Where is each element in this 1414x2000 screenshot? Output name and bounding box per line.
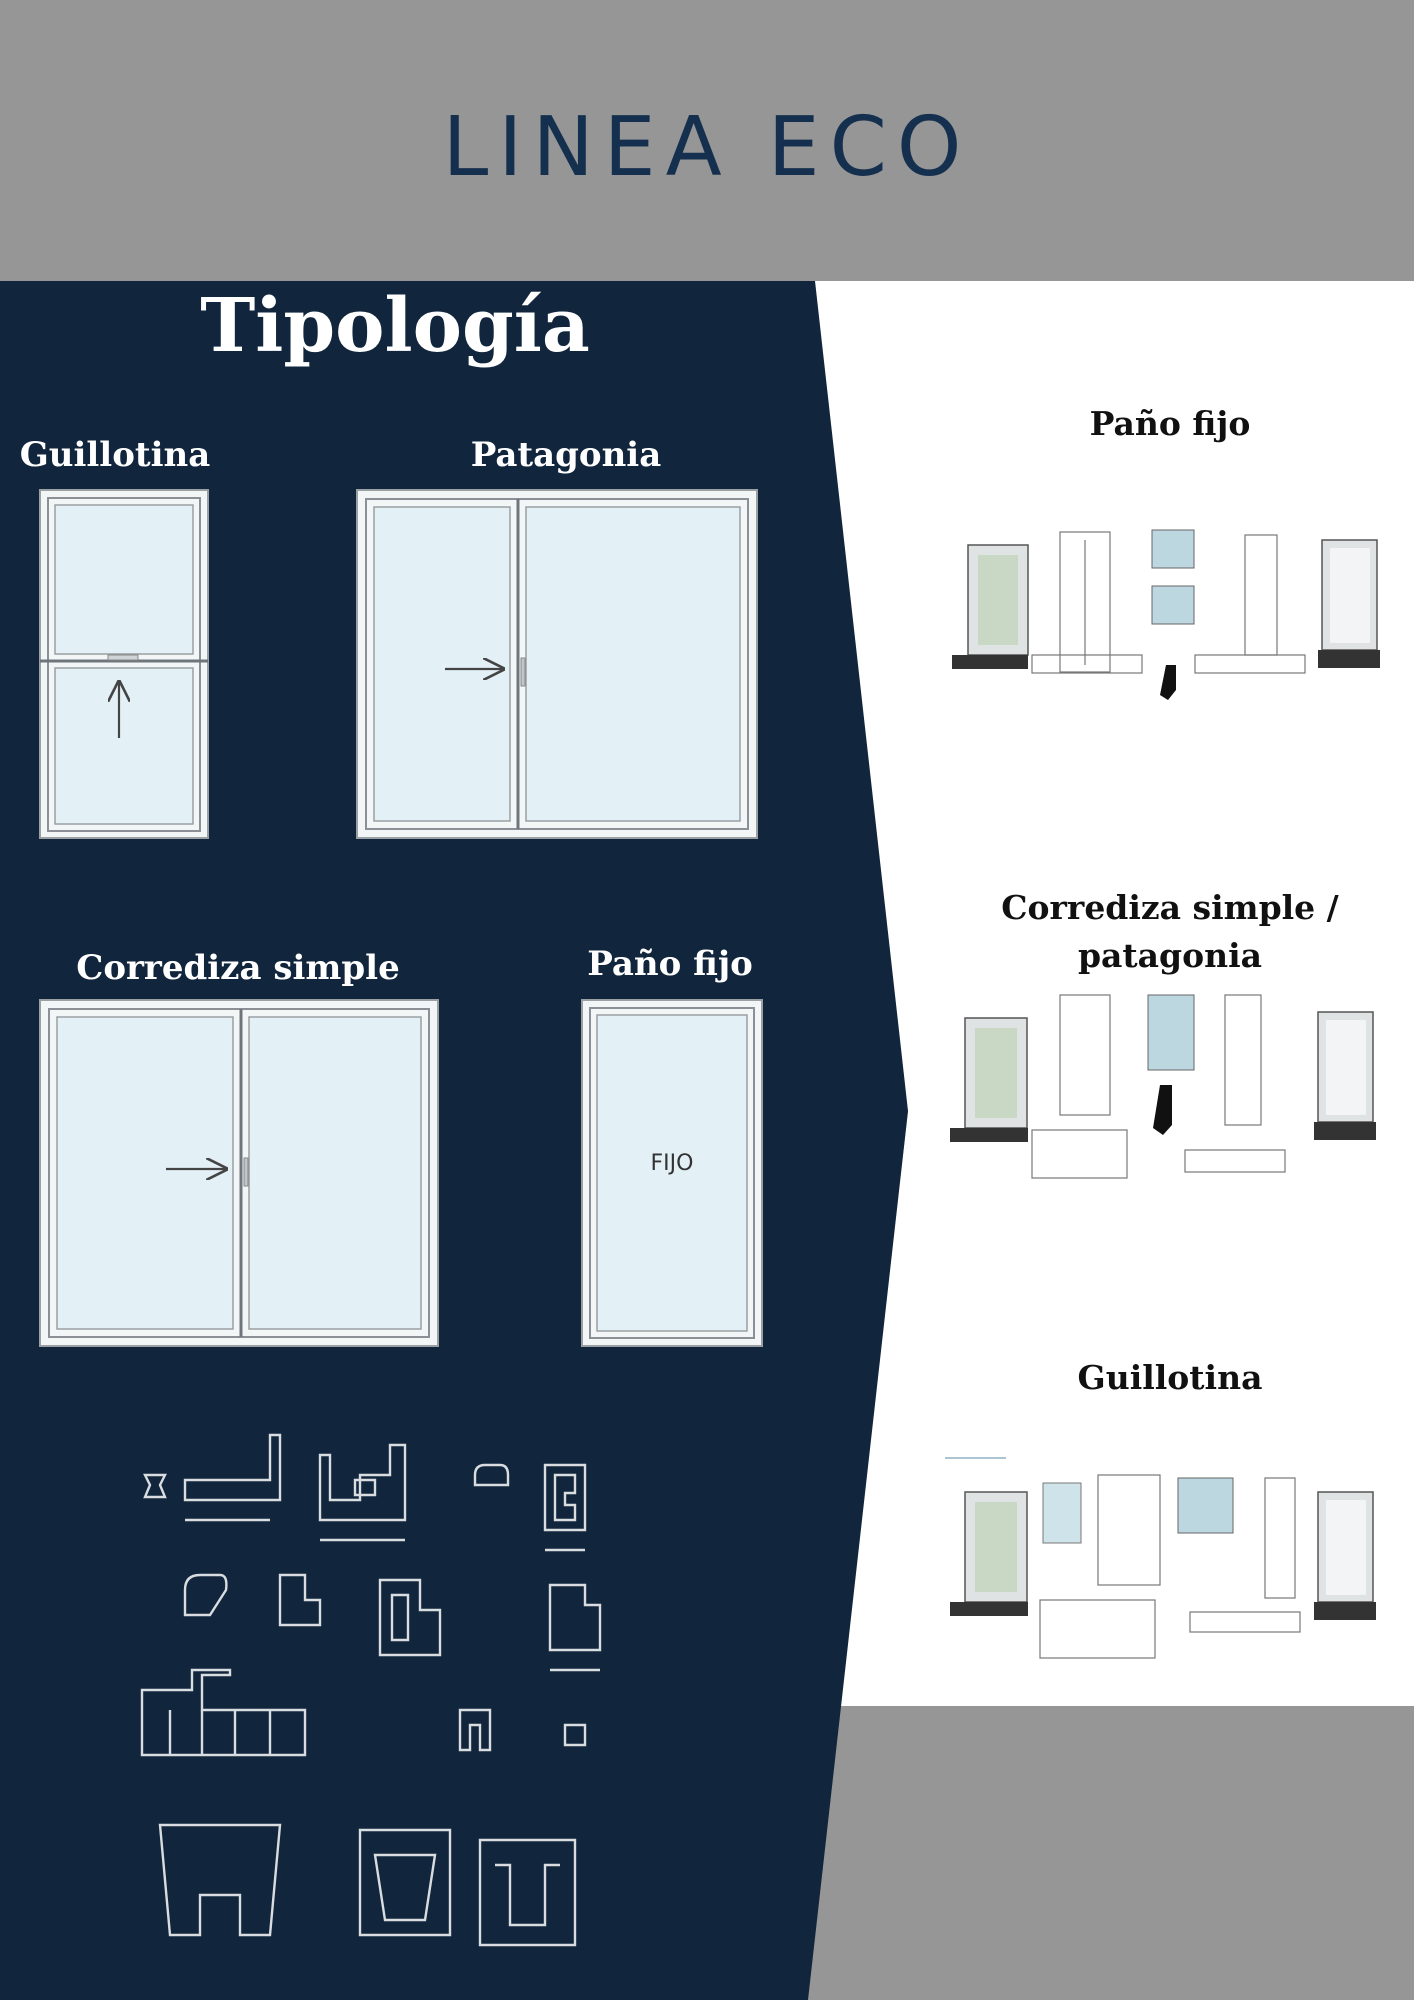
label-pano-fijo: Paño fijo: [587, 944, 753, 984]
tech-sheet-pano-fijo: [952, 529, 1380, 700]
profile-sections: [140, 1433, 602, 1947]
profile-piece: [278, 1573, 322, 1627]
profile-piece: [358, 1828, 452, 1937]
profile-3d-left: [952, 544, 1029, 669]
profile-3d-right: [1314, 1011, 1376, 1140]
profile-piece: [143, 1433, 282, 1522]
guillotina-window: [39, 489, 209, 839]
label-corrediza-simple: Corrediza simple: [76, 948, 400, 988]
fijo-text: FIJO: [651, 1151, 694, 1176]
profile-piece: [543, 1463, 587, 1552]
profile-piece: [140, 1668, 307, 1757]
tech-sheet-corrediza: [950, 994, 1376, 1179]
profile-piece: [183, 1573, 228, 1617]
profile-piece: [458, 1708, 492, 1752]
right-label-corrediza-line2: patagonia: [1077, 936, 1263, 975]
profile-piece: [318, 1443, 407, 1542]
tech-sheet-guillotina: [945, 1457, 1376, 1659]
profile-piece: [478, 1838, 577, 1947]
profile-3d-right: [1314, 1491, 1376, 1620]
header-band: LINEA ECO: [0, 0, 1414, 281]
label-patagonia: Patagonia: [470, 435, 662, 475]
brand-title: LINEA ECO: [442, 100, 972, 195]
pano-fijo-window: FIJO: [581, 999, 763, 1347]
right-label-corrediza: Corrediza simple / patagonia: [940, 884, 1400, 980]
patagonia-window: [356, 489, 758, 839]
right-label-pano-fijo: Paño fijo: [1089, 404, 1251, 443]
profile-piece: [548, 1583, 602, 1672]
profile-piece: [378, 1578, 442, 1657]
right-label-guillotina: Guillotina: [1077, 1358, 1263, 1397]
profile-3d-right: [1318, 539, 1380, 668]
tipologia-heading: Tipología: [200, 283, 590, 369]
white-arrow-panel: [780, 281, 1414, 1706]
profile-piece: [158, 1823, 282, 1937]
profile-piece: [563, 1723, 587, 1747]
right-label-corrediza-line1: Corrediza simple /: [1001, 888, 1339, 927]
corrediza-simple-window: [39, 999, 439, 1347]
window-diagrams: FIJO: [39, 489, 763, 1347]
label-guillotina: Guillotina: [19, 435, 211, 475]
profile-3d-left: [950, 1017, 1028, 1142]
profile-3d-left: [950, 1491, 1028, 1616]
profile-piece: [473, 1463, 510, 1487]
